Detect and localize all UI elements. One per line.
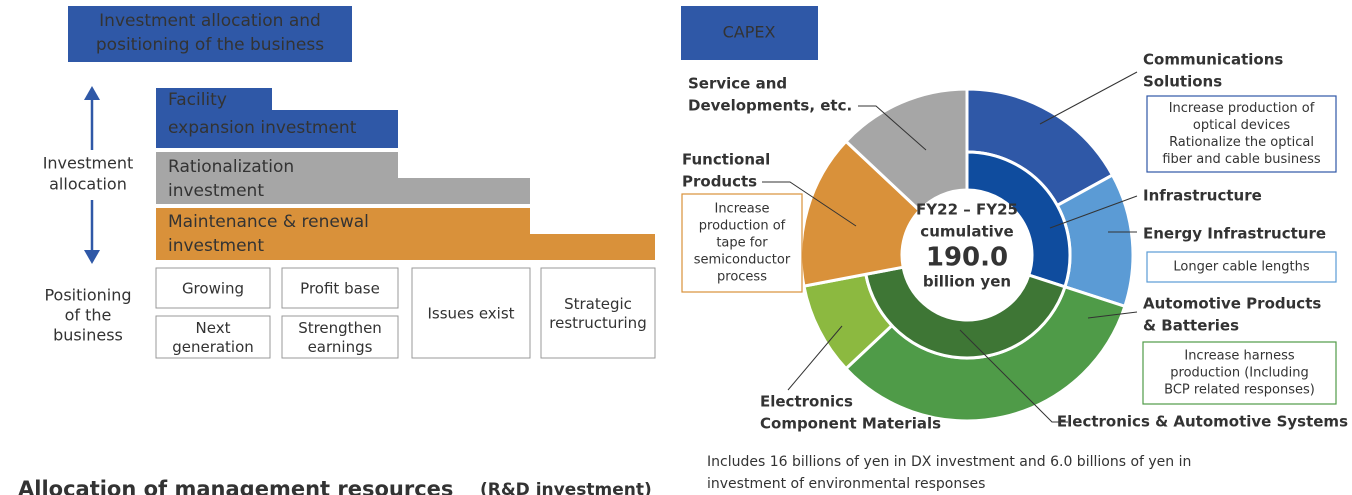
position-box	[155, 315, 271, 359]
position-box	[281, 267, 399, 309]
positioning-label: Positioning	[44, 286, 131, 305]
note-text: process	[717, 270, 767, 285]
capex-box	[681, 6, 818, 60]
position-label: generation	[172, 338, 254, 356]
investment-label: Facility	[168, 90, 227, 110]
leader-line	[1087, 311, 1138, 319]
note-text: Rationalize the optical	[1169, 135, 1314, 150]
leader-line	[762, 181, 857, 227]
segment-label: Component Materials	[760, 415, 941, 433]
donut-hole	[903, 191, 1031, 319]
note-text: production (Including	[1170, 366, 1308, 381]
segment-label: Electronics & Automotive Systems	[1057, 413, 1348, 431]
note-text: tape for	[716, 236, 768, 251]
note-text: Increase production of	[1169, 101, 1315, 116]
leader-line	[1039, 71, 1138, 125]
note-text: fiber and cable business	[1162, 152, 1320, 167]
investment-label: Maintenance & renewal	[168, 212, 369, 232]
segment-label: Products	[682, 173, 757, 191]
note-text: BCP related responses)	[1164, 383, 1315, 398]
position-box	[155, 267, 271, 309]
segment-label: & Batteries	[1143, 317, 1239, 335]
segment-label: Communications	[1143, 51, 1283, 69]
positioning-label: of the	[65, 306, 112, 325]
position-box	[281, 315, 399, 359]
investment-label: expansion investment	[168, 118, 357, 138]
maintenance-step	[156, 208, 655, 260]
header-title: positioning of the business	[96, 35, 324, 55]
segment-label: Developments, etc.	[688, 97, 852, 115]
note-box	[1142, 341, 1337, 405]
note-box	[681, 193, 803, 293]
position-label: restructuring	[549, 314, 646, 332]
next-section-title: Allocation of management resources	[18, 477, 453, 495]
note-text: production of	[699, 219, 786, 234]
position-box	[411, 267, 531, 359]
investment-label: investment	[168, 236, 264, 256]
segment-label: Service and	[688, 75, 787, 93]
center-text: FY22 – FY25	[916, 201, 1018, 219]
position-box	[540, 267, 656, 359]
leader-line	[1049, 195, 1138, 229]
leader-line	[858, 105, 927, 151]
segment-label: Automotive Products	[1143, 295, 1321, 313]
note-text: Increase harness	[1184, 349, 1294, 364]
rationalization-step	[156, 152, 530, 204]
footnote: Includes 16 billions of yen in DX invest…	[707, 454, 1191, 470]
segment-label: Energy Infrastructure	[1143, 225, 1326, 243]
header-box	[68, 6, 352, 62]
allocation-arrow	[84, 86, 100, 264]
leader-line	[787, 325, 843, 391]
center-text: cumulative	[920, 223, 1013, 241]
facility-step	[156, 88, 398, 148]
position-label: Strengthen	[298, 319, 382, 337]
footnote: investment of environmental responses	[707, 476, 985, 492]
note-text: semiconductor	[694, 253, 791, 268]
position-label: Next	[196, 319, 231, 337]
segment-label: Infrastructure	[1143, 187, 1262, 205]
center-text: 190.0	[926, 243, 1008, 273]
note-text: Longer cable lengths	[1173, 260, 1309, 275]
position-label: Issues exist	[427, 305, 514, 323]
donut-segment	[843, 87, 969, 213]
header-title: Investment allocation and	[99, 11, 321, 31]
axis-label: allocation	[49, 175, 127, 194]
note-box	[1146, 95, 1337, 173]
segment-label: Electronics	[760, 393, 853, 411]
position-label: Growing	[182, 280, 244, 298]
segment-label: Functional	[682, 151, 770, 169]
leader-line	[959, 329, 1068, 423]
axis-label: Investment	[43, 154, 134, 173]
note-box	[1146, 251, 1337, 283]
capex-title: CAPEX	[723, 23, 776, 42]
position-label: earnings	[308, 338, 373, 356]
note-text: Increase	[714, 202, 769, 217]
next-section-suffix: (R&D investment)	[480, 480, 652, 495]
position-label: Strategic	[564, 295, 632, 313]
segment-label: Solutions	[1143, 73, 1222, 91]
investment-label: investment	[168, 181, 264, 201]
donut-group-segment	[864, 265, 1067, 360]
note-text: optical devices	[1193, 118, 1290, 133]
investment-label: Rationalization	[168, 157, 294, 177]
positioning-label: business	[53, 326, 123, 345]
center-text: billion yen	[923, 273, 1011, 291]
position-label: Profit base	[300, 280, 380, 298]
